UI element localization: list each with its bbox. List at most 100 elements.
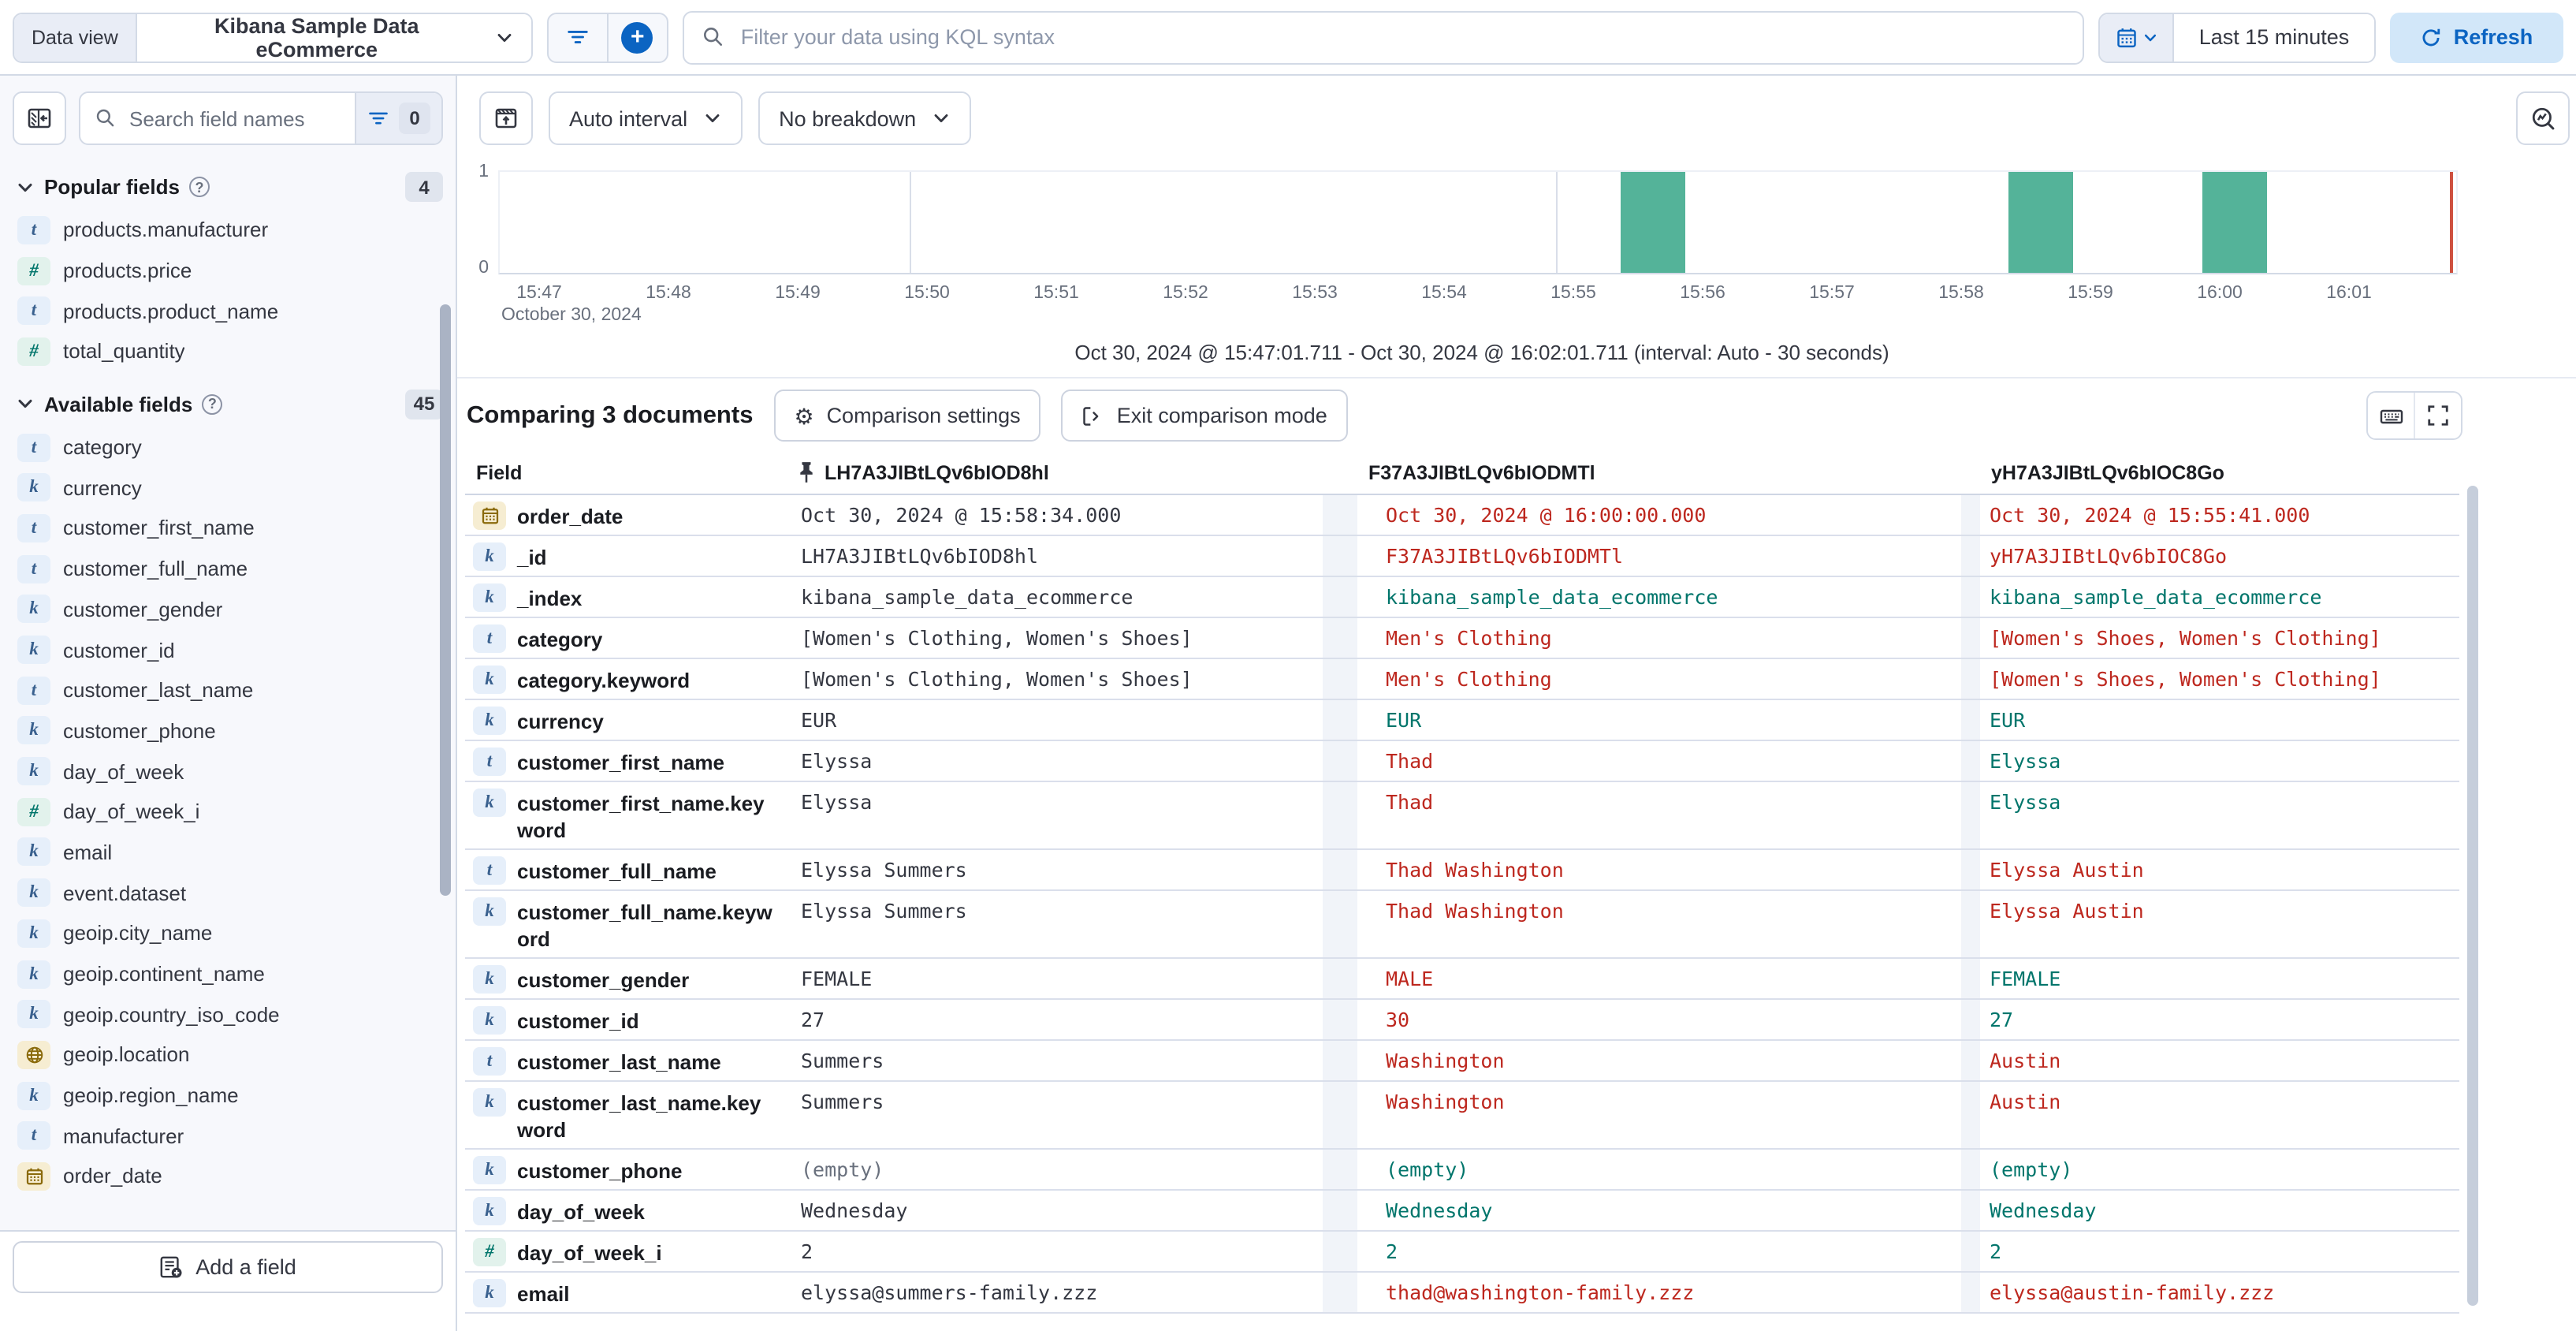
sidebar-field-item[interactable]: # products.price: [0, 250, 456, 290]
doc-value-cell[interactable]: Wednesday: [1990, 1199, 2097, 1222]
sidebar-field-item[interactable]: # day_of_week_i: [0, 792, 456, 832]
pinned-doc-value-cell[interactable]: EUR: [801, 708, 837, 732]
hide-chart-button[interactable]: [479, 91, 533, 145]
doc-value-cell[interactable]: Oct 30, 2024 @ 15:55:41.000: [1990, 503, 2310, 527]
doc-value-cell[interactable]: 2: [1386, 1240, 1398, 1263]
sidebar-field-item[interactable]: k event.dataset: [0, 873, 456, 913]
sidebar-field-item[interactable]: t products.product_name: [0, 291, 456, 331]
sidebar-field-item[interactable]: t category: [0, 427, 456, 468]
doc-value-cell[interactable]: Thad Washington: [1386, 858, 1564, 882]
pinned-doc-column-header[interactable]: LH7A3JIBtLQv6bIOD8hl: [787, 453, 1323, 494]
keyboard-shortcuts-button[interactable]: [2368, 393, 2414, 438]
sidebar-field-item[interactable]: # total_quantity: [0, 331, 456, 371]
doc-value-cell[interactable]: Oct 30, 2024 @ 16:00:00.000: [1386, 503, 1707, 527]
sidebar-field-item[interactable]: t customer_last_name: [0, 670, 456, 710]
doc-value-cell[interactable]: (empty): [1386, 1158, 1469, 1181]
doc-value-cell[interactable]: Elyssa: [1990, 790, 2061, 814]
doc-value-cell[interactable]: Thad: [1386, 790, 1434, 814]
sidebar-field-item[interactable]: k email: [0, 832, 456, 872]
field-search-input[interactable]: [126, 105, 355, 132]
available-fields-header[interactable]: Available fields ? 45: [0, 372, 456, 427]
collapse-sidebar-button[interactable]: [13, 91, 66, 145]
pinned-doc-value-cell[interactable]: [Women's Clothing, Women's Shoes]: [801, 667, 1193, 691]
doc-value-cell[interactable]: 30: [1386, 1008, 1410, 1031]
sidebar-field-item[interactable]: k customer_gender: [0, 589, 456, 629]
doc-value-cell[interactable]: [Women's Shoes, Women's Clothing]: [1990, 667, 2381, 691]
doc-value-cell[interactable]: kibana_sample_data_ecommerce: [1386, 585, 1718, 609]
pinned-doc-value-cell[interactable]: Summers: [801, 1049, 884, 1072]
sidebar-field-item[interactable]: k customer_id: [0, 629, 456, 669]
pinned-doc-value-cell[interactable]: [Women's Clothing, Women's Shoes]: [801, 626, 1193, 650]
time-range-value[interactable]: Last 15 minutes: [2174, 13, 2374, 61]
data-view-select[interactable]: Kibana Sample Data eCommerce: [136, 13, 531, 61]
doc-value-cell[interactable]: Elyssa Austin: [1990, 899, 2144, 923]
doc-value-cell[interactable]: thad@washington-family.zzz: [1386, 1281, 1695, 1304]
pinned-doc-value-cell[interactable]: LH7A3JIBtLQv6bIOD8hl: [801, 544, 1039, 568]
doc-value-cell[interactable]: EUR: [1990, 708, 2026, 732]
pinned-doc-value-cell[interactable]: 2: [801, 1240, 813, 1263]
doc-value-cell[interactable]: Austin: [1990, 1090, 2061, 1113]
doc-column-header[interactable]: F37A3JIBtLQv6bIODMTl: [1357, 453, 1961, 494]
pinned-doc-value-cell[interactable]: kibana_sample_data_ecommerce: [801, 585, 1134, 609]
sidebar-field-item[interactable]: order_date: [0, 1156, 456, 1196]
doc-value-cell[interactable]: 2: [1990, 1240, 2002, 1263]
doc-value-cell[interactable]: kibana_sample_data_ecommerce: [1990, 585, 2322, 609]
sidebar-field-item[interactable]: k customer_phone: [0, 710, 456, 751]
add-filter-button[interactable]: +: [609, 13, 667, 61]
kql-query-input[interactable]: [737, 24, 2065, 50]
saved-query-menu-button[interactable]: [549, 13, 607, 61]
table-scrollbar[interactable]: [2467, 486, 2478, 1306]
pinned-doc-value-cell[interactable]: Elyssa Summers: [801, 899, 967, 923]
doc-value-cell[interactable]: Men's Clothing: [1386, 626, 1552, 650]
pinned-doc-value-cell[interactable]: Oct 30, 2024 @ 15:58:34.000: [801, 503, 1122, 527]
doc-value-cell[interactable]: FEMALE: [1990, 967, 2061, 990]
doc-value-cell[interactable]: Washington: [1386, 1090, 1505, 1113]
doc-value-cell[interactable]: Elyssa Austin: [1990, 858, 2144, 882]
popular-fields-header[interactable]: Popular fields ? 4: [0, 155, 456, 210]
pinned-doc-value-cell[interactable]: Elyssa: [801, 790, 873, 814]
interval-select[interactable]: Auto interval: [549, 91, 743, 145]
pinned-doc-value-cell[interactable]: Elyssa: [801, 749, 873, 773]
sidebar-field-item[interactable]: t customer_full_name: [0, 549, 456, 589]
doc-value-cell[interactable]: MALE: [1386, 967, 1434, 990]
pinned-doc-value-cell[interactable]: FEMALE: [801, 967, 873, 990]
sidebar-field-item[interactable]: t manufacturer: [0, 1116, 456, 1156]
comparison-settings-button[interactable]: ⚙ Comparison settings: [773, 390, 1041, 442]
doc-value-cell[interactable]: Elyssa: [1990, 749, 2061, 773]
fullscreen-button[interactable]: [2415, 393, 2461, 438]
doc-value-cell[interactable]: 27: [1990, 1008, 2014, 1031]
doc-value-cell[interactable]: Wednesday: [1386, 1199, 1493, 1222]
doc-value-cell[interactable]: yH7A3JIBtLQv6bIOC8Go: [1990, 544, 2228, 568]
edit-visualization-button[interactable]: [2516, 91, 2570, 145]
sidebar-scrollbar[interactable]: [440, 304, 451, 896]
field-filter-button[interactable]: 0: [355, 93, 441, 144]
field-column-header[interactable]: Field: [476, 461, 523, 483]
histogram-bar[interactable]: [2202, 172, 2267, 273]
pinned-doc-value-cell[interactable]: Elyssa Summers: [801, 858, 967, 882]
doc-value-cell[interactable]: [Women's Shoes, Women's Clothing]: [1990, 626, 2381, 650]
add-field-button[interactable]: Add a field: [13, 1241, 443, 1293]
doc-value-cell[interactable]: EUR: [1386, 708, 1422, 732]
doc-value-cell[interactable]: Thad Washington: [1386, 899, 1564, 923]
sidebar-field-item[interactable]: k geoip.country_iso_code: [0, 994, 456, 1035]
sidebar-field-item[interactable]: t customer_first_name: [0, 508, 456, 548]
doc-value-cell[interactable]: Austin: [1990, 1049, 2061, 1072]
histogram-bar[interactable]: [2008, 172, 2073, 273]
histogram-bar[interactable]: [1621, 172, 1685, 273]
doc-value-cell[interactable]: elyssa@austin-family.zzz: [1990, 1281, 2275, 1304]
doc-value-cell[interactable]: Washington: [1386, 1049, 1505, 1072]
refresh-button[interactable]: Refresh: [2390, 12, 2563, 62]
doc-column-header[interactable]: yH7A3JIBtLQv6bIOC8Go: [1980, 453, 2459, 494]
pinned-doc-value-cell[interactable]: Wednesday: [801, 1199, 908, 1222]
doc-value-cell[interactable]: Men's Clothing: [1386, 667, 1552, 691]
pinned-doc-value-cell[interactable]: Summers: [801, 1090, 884, 1113]
sidebar-field-item[interactable]: k day_of_week: [0, 751, 456, 792]
sidebar-field-item[interactable]: k currency: [0, 468, 456, 508]
sidebar-field-item[interactable]: k geoip.city_name: [0, 913, 456, 953]
pinned-doc-value-cell[interactable]: (empty): [801, 1158, 884, 1181]
sidebar-field-item[interactable]: geoip.location: [0, 1035, 456, 1075]
date-picker-menu-button[interactable]: [2100, 13, 2174, 61]
pinned-doc-value-cell[interactable]: elyssa@summers-family.zzz: [801, 1281, 1098, 1304]
sidebar-field-item[interactable]: t products.manufacturer: [0, 210, 456, 250]
sidebar-field-item[interactable]: k geoip.region_name: [0, 1076, 456, 1116]
